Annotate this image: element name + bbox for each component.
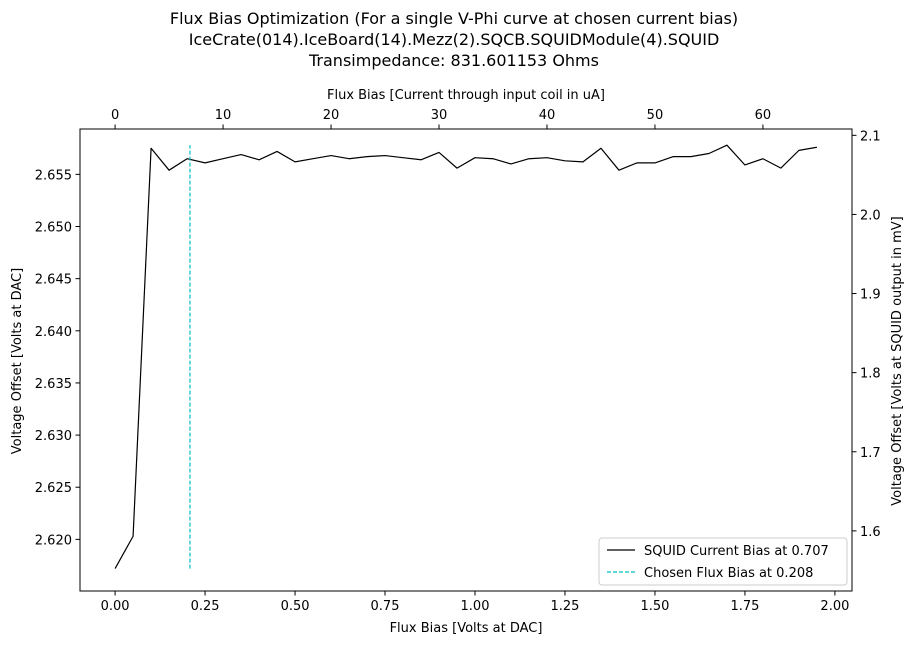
x-axis-label: Flux Bias [Volts at DAC] — [390, 621, 543, 636]
y2-axis-label: Voltage Offset [Volts at SQUID output in… — [890, 216, 905, 505]
x-tick-label: 0.50 — [281, 599, 310, 614]
series-line-1 — [114, 144, 818, 569]
plot-frame — [79, 128, 853, 592]
legend: SQUID Current Bias at 0.707 Chosen Flux … — [598, 537, 848, 586]
y-tick-label: 2.635 — [35, 377, 72, 392]
y2-tick-label: 1.8 — [860, 367, 881, 382]
y2-tick-label: 1.7 — [860, 446, 881, 461]
x2-tick-label: 60 — [755, 108, 772, 123]
chart-title-line-3: Transimpedance: 831.601153 Ohms — [308, 51, 599, 70]
x-tick-label: 2.00 — [820, 599, 849, 614]
x-tick-label: 0.25 — [191, 599, 220, 614]
x2-tick-label: 30 — [431, 108, 448, 123]
y-tick-label: 2.630 — [35, 429, 72, 444]
y-tick-label: 2.655 — [35, 168, 72, 183]
series-layer — [114, 144, 818, 569]
x2-tick-label: 20 — [323, 108, 340, 123]
x-tick-label: 1.00 — [461, 599, 490, 614]
ticks-layer: 0.00 0.25 0.50 0.75 1.00 1.25 1.50 1.75 2.00 0 10 2… — [35, 108, 881, 614]
y2-tick-label: 1.6 — [860, 525, 881, 540]
x-tick-label: 1.25 — [550, 599, 579, 614]
x-tick-label: 0.00 — [101, 599, 130, 614]
chart-title-line-2: IceCrate(014).IceBoard(14).Mezz(2).SQCB.… — [189, 30, 720, 49]
x-tick-label: 1.75 — [730, 599, 759, 614]
y-axis-label: Voltage Offset [Volts at DAC] — [10, 268, 25, 454]
y2-tick-label: 2.1 — [860, 129, 881, 144]
y-tick-label: 2.620 — [35, 533, 72, 548]
y2-tick-label: 2.0 — [860, 208, 881, 223]
x2-tick-label: 10 — [215, 108, 232, 123]
chart-title-line-1: Flux Bias Optimization (For a single V-P… — [170, 9, 738, 28]
x2-axis-label: Flux Bias [Current through input coil in… — [327, 88, 605, 103]
y-tick-label: 2.645 — [35, 273, 72, 288]
y-tick-label: 2.650 — [35, 221, 72, 236]
x2-tick-label: 50 — [647, 108, 664, 123]
y2-tick-label: 1.9 — [860, 288, 881, 303]
y-tick-label: 2.640 — [35, 325, 72, 340]
x2-tick-label: 0 — [111, 108, 119, 123]
legend-box — [598, 537, 848, 586]
y-tick-label: 2.625 — [35, 481, 72, 496]
x-tick-label: 1.50 — [640, 599, 669, 614]
legend-label-series-1: SQUID Current Bias at 0.707 — [644, 544, 829, 559]
x-tick-label: 0.75 — [371, 599, 400, 614]
x2-tick-label: 40 — [539, 108, 556, 123]
legend-label-series-2: Chosen Flux Bias at 0.208 — [644, 566, 813, 581]
